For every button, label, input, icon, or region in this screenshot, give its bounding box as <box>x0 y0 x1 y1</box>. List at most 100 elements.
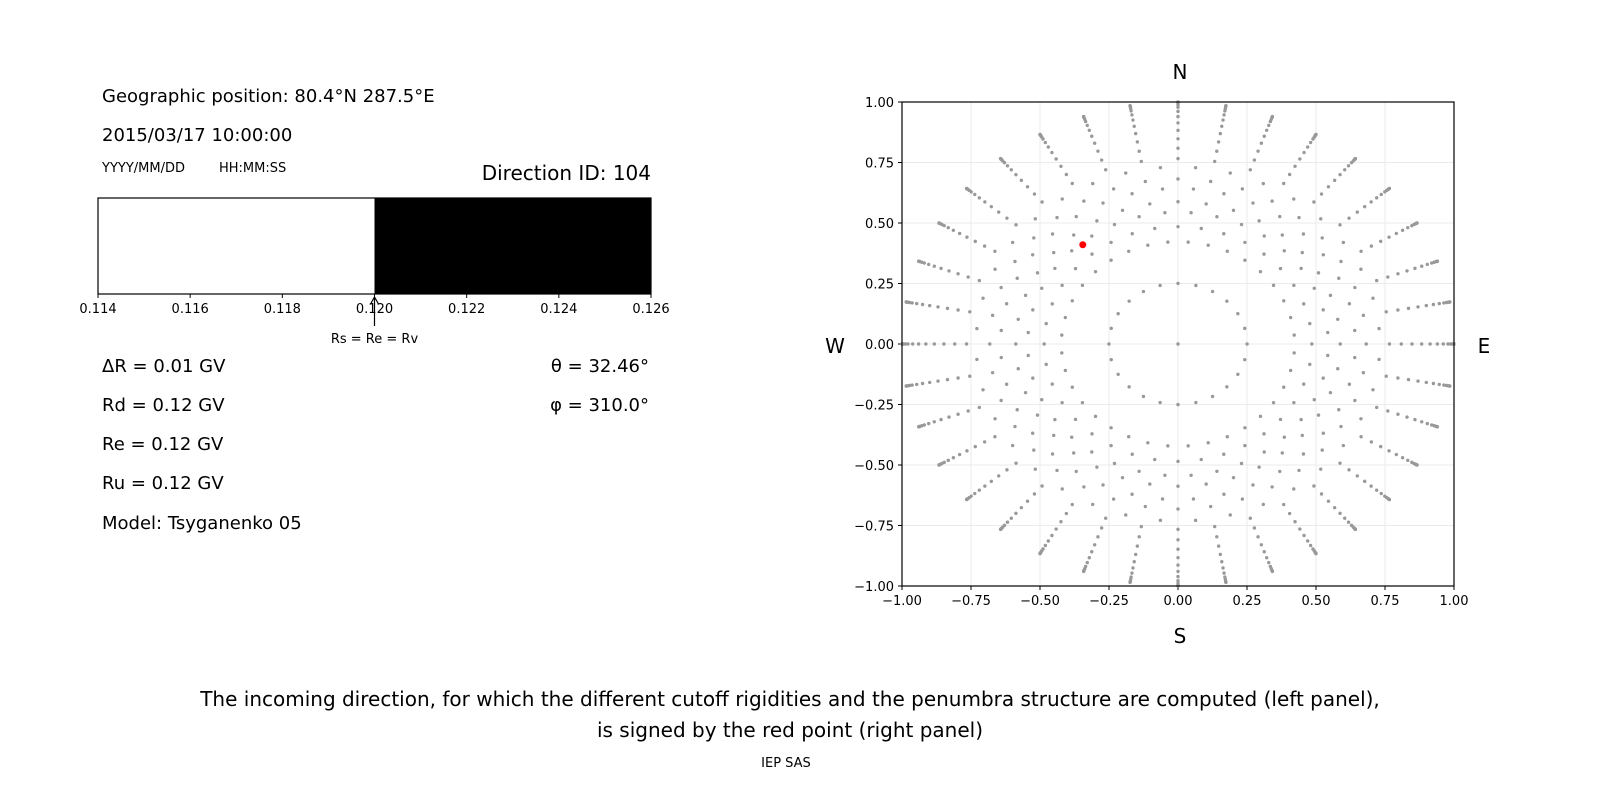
delta-r: ΔR = 0.01 GV <box>102 356 226 377</box>
direction-point <box>1420 264 1424 268</box>
direction-point <box>1257 465 1261 469</box>
direction-point <box>1282 299 1286 303</box>
y-tick-label: 0.25 <box>865 278 894 293</box>
rd-value: Rd = 0.12 GV <box>102 395 225 416</box>
direction-point <box>1343 168 1347 172</box>
direction-point <box>999 398 1003 403</box>
direction-point <box>1112 222 1117 227</box>
direction-point <box>1379 444 1383 449</box>
direction-point <box>977 278 982 283</box>
direction-point <box>1176 342 1180 346</box>
direction-point <box>1215 535 1219 539</box>
direction-point <box>1387 235 1391 239</box>
direction-point <box>1300 433 1304 438</box>
direction-point <box>1369 200 1373 204</box>
direction-point <box>1176 121 1180 125</box>
direction-point <box>1248 168 1253 172</box>
direction-point <box>1206 243 1210 247</box>
direction-point <box>957 452 962 457</box>
direction-point <box>1053 266 1057 271</box>
direction-point <box>1405 269 1409 273</box>
direction-point <box>1135 544 1140 548</box>
direction-point <box>1338 511 1342 516</box>
direction-point <box>1176 114 1180 119</box>
direction-point <box>1222 113 1226 117</box>
direction-point <box>1080 400 1085 405</box>
y-tick-label: −0.75 <box>854 520 894 535</box>
direction-point <box>1341 443 1346 448</box>
direction-point <box>1176 128 1180 133</box>
direction-point <box>1176 146 1180 150</box>
direction-point <box>1085 560 1089 565</box>
direction-point <box>1064 172 1069 177</box>
direction-point <box>1014 223 1018 227</box>
direction-point <box>927 380 932 385</box>
direction-point <box>920 381 925 386</box>
direction-point <box>1073 417 1078 422</box>
direction-point <box>1314 551 1318 556</box>
direction-point <box>1158 165 1163 170</box>
direction-point <box>1332 505 1337 510</box>
direction-point <box>1379 491 1383 496</box>
direction-point <box>1292 400 1296 405</box>
direction-point <box>956 376 960 380</box>
direction-point <box>990 313 995 318</box>
direction-point <box>1176 459 1180 464</box>
direction-point <box>1072 451 1076 455</box>
direction-point <box>1261 181 1266 186</box>
direction-point <box>1060 400 1064 405</box>
direction-point <box>1406 306 1411 311</box>
direction-point <box>1019 505 1024 510</box>
direction-point <box>1406 377 1411 382</box>
direction-point <box>1308 362 1312 367</box>
y-tick-label: 0.00 <box>865 338 894 353</box>
direction-point <box>1015 276 1019 280</box>
direction-point <box>1328 293 1333 298</box>
direction-point <box>990 370 995 375</box>
direction-point <box>1301 232 1306 236</box>
direction-point <box>1090 432 1094 436</box>
direction-point <box>1346 164 1351 168</box>
direction-point <box>1243 240 1247 245</box>
direction-point <box>1302 302 1306 306</box>
direction-point <box>1043 140 1048 145</box>
direction-point <box>1361 313 1366 318</box>
datetime: 2015/03/17 10:00:00 <box>102 125 293 146</box>
direction-point <box>1328 390 1333 395</box>
direction-point <box>982 440 987 444</box>
direction-point <box>1316 413 1321 417</box>
direction-point <box>910 342 915 346</box>
direction-point <box>1130 192 1134 196</box>
direction-point <box>1377 357 1381 362</box>
direction-point <box>1320 236 1324 240</box>
direction-point <box>1225 299 1229 303</box>
direction-point <box>1441 342 1446 346</box>
direction-point <box>1437 301 1441 306</box>
direction-point <box>1353 328 1357 333</box>
direction-point <box>945 306 950 311</box>
direction-point <box>1213 159 1217 164</box>
direction-point <box>1026 330 1030 335</box>
direction-point <box>1176 156 1180 161</box>
direction-point <box>1252 526 1257 530</box>
direction-point <box>1032 448 1036 452</box>
direction-point <box>1384 374 1388 378</box>
direction-point <box>1336 317 1340 321</box>
direction-point <box>1127 434 1131 439</box>
direction-point <box>1431 302 1436 307</box>
direction-point <box>1297 468 1301 473</box>
direction-point <box>1204 202 1208 206</box>
direction-point <box>1139 159 1143 164</box>
direction-point <box>1415 221 1419 225</box>
direction-point <box>932 264 936 268</box>
direction-point <box>1130 452 1134 456</box>
direction-point <box>1369 244 1374 248</box>
direction-point <box>1321 376 1325 380</box>
direction-point <box>1191 187 1196 191</box>
direction-point <box>1332 178 1337 183</box>
direction-point <box>1222 571 1226 575</box>
direction-point <box>1282 385 1286 389</box>
caption-line-1: The incoming direction, for which the di… <box>200 687 1380 711</box>
direction-point <box>904 384 908 388</box>
direction-point <box>926 262 931 267</box>
